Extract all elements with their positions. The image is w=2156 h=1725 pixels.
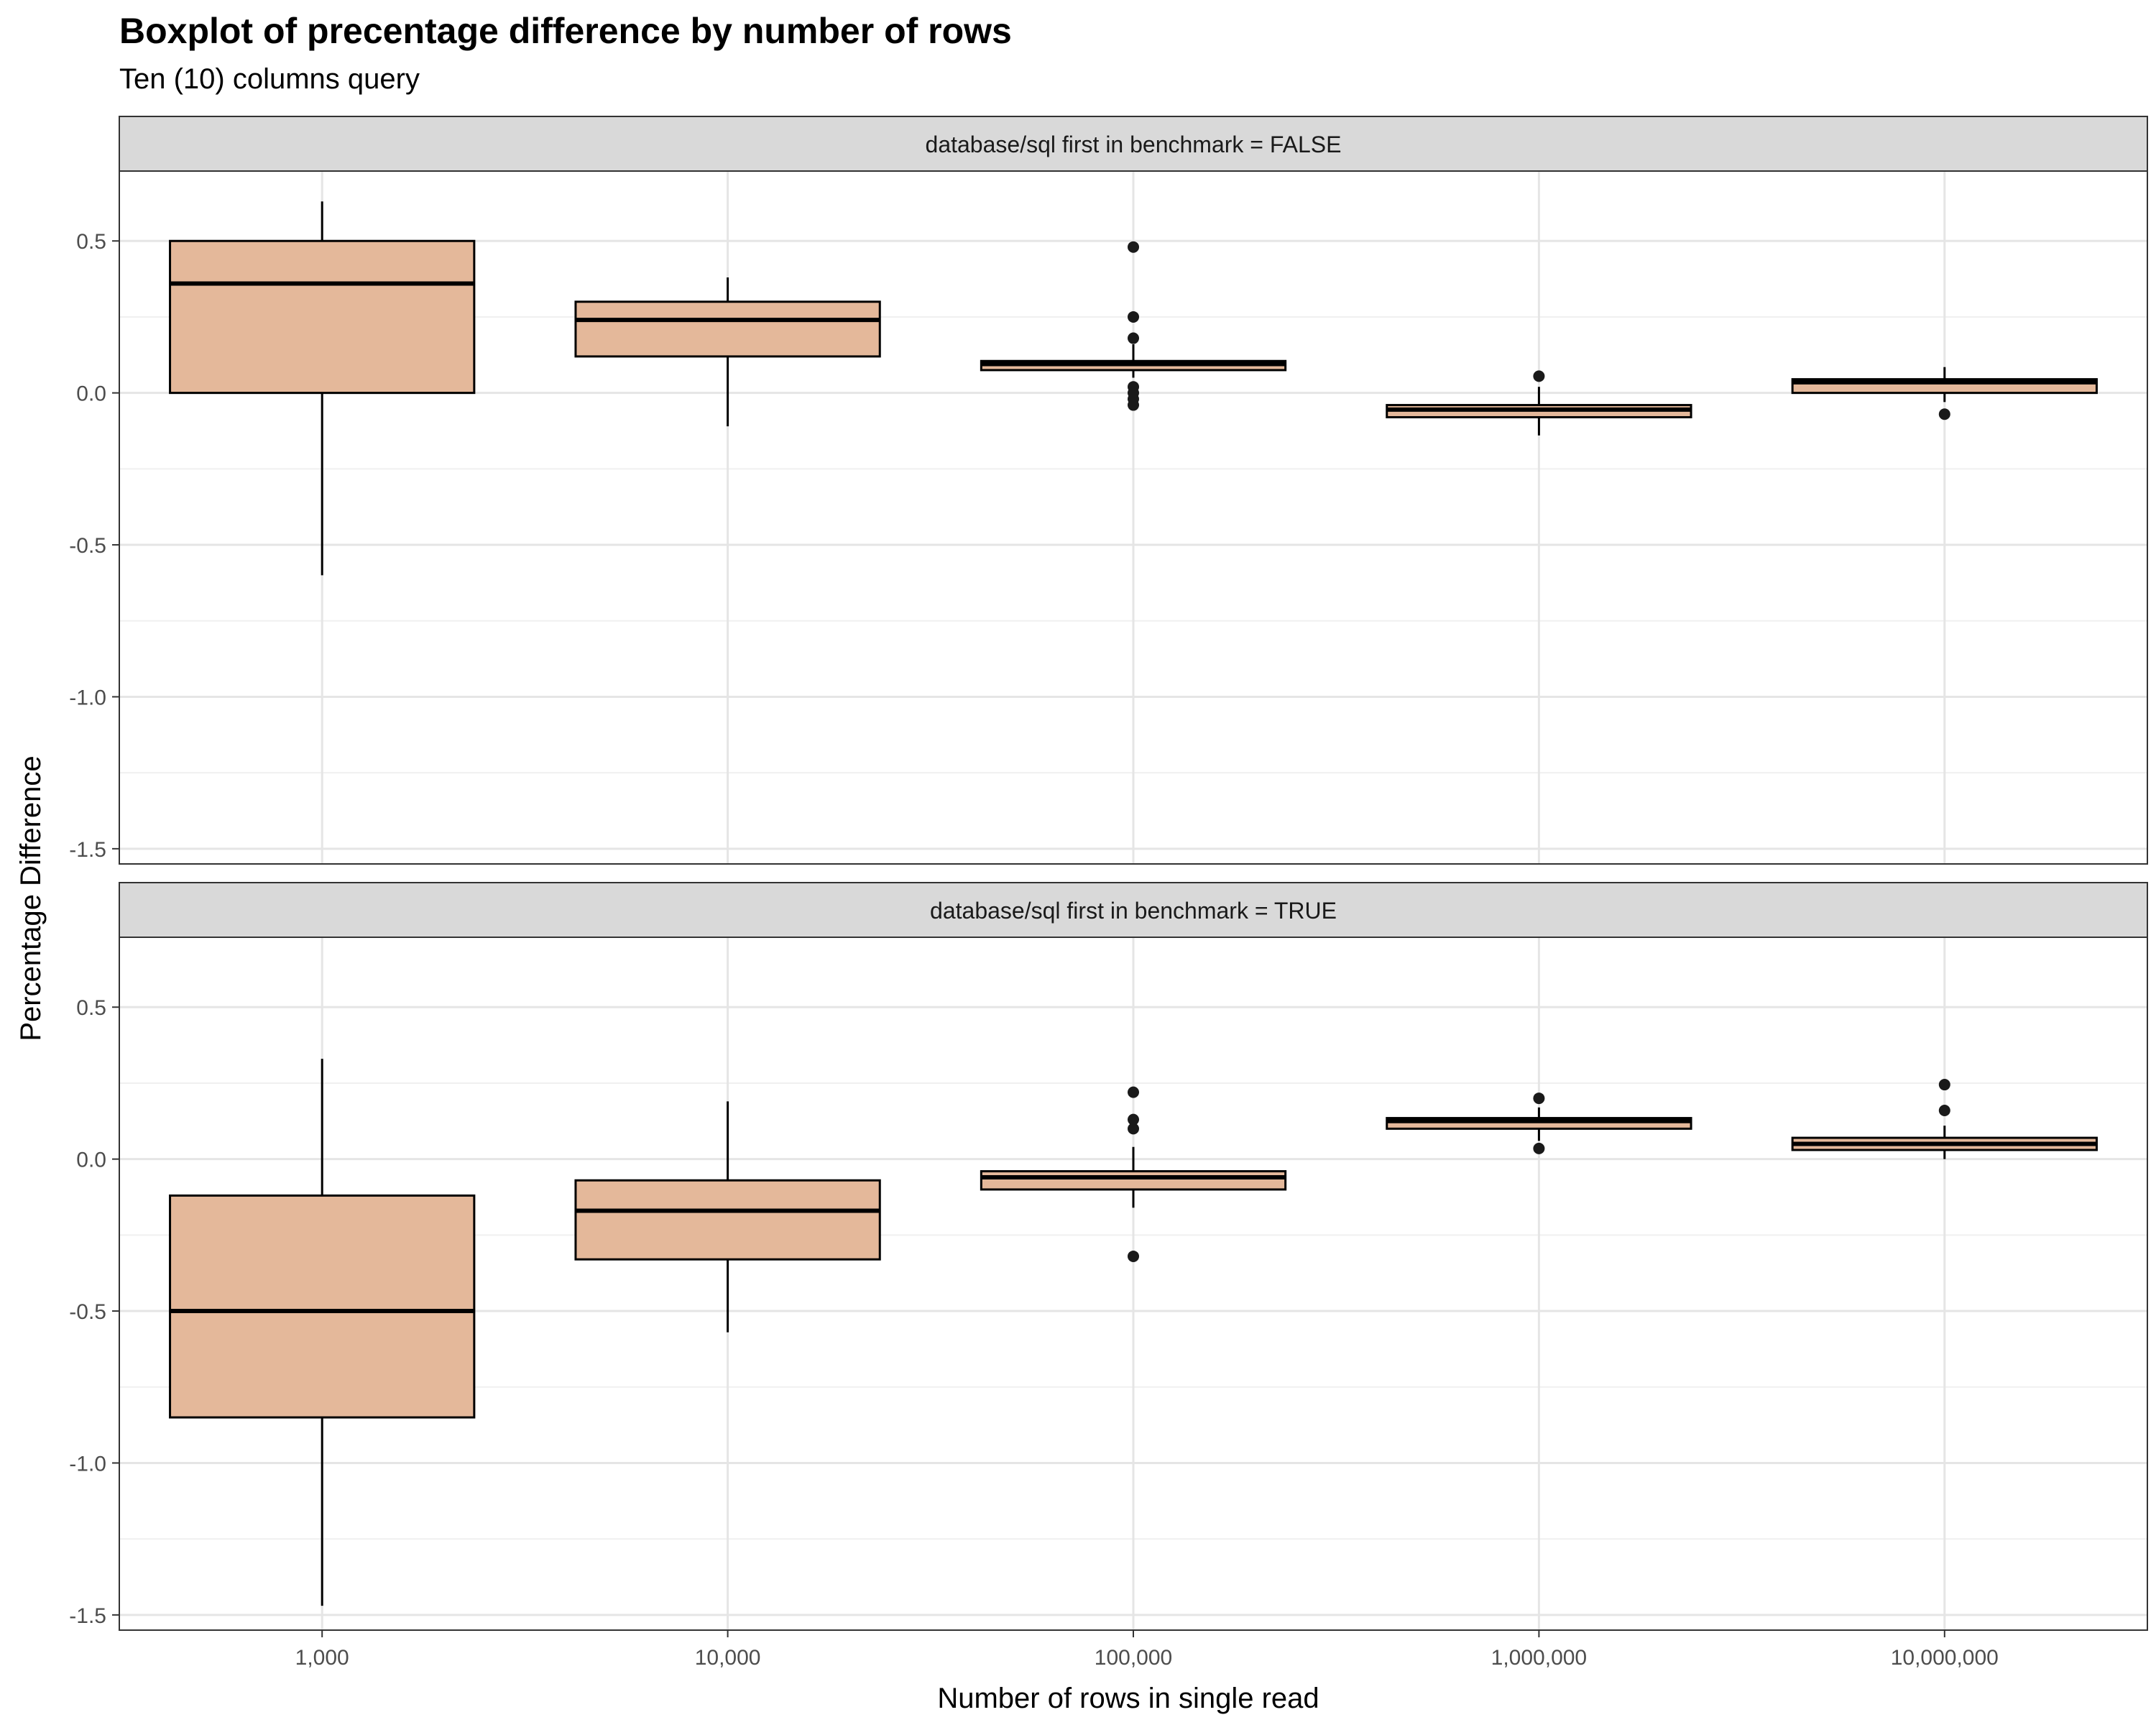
box-1000 (169, 1059, 476, 1606)
y-tick-label: 0.0 (76, 1149, 106, 1172)
facet-panel-2: database/sql first in benchmark = TRUE 0.… (69, 882, 2148, 1631)
box-100000 (980, 241, 1287, 411)
box-10000000 (1791, 1079, 2098, 1159)
outlier-point (1128, 1123, 1139, 1135)
box-iqr (169, 239, 476, 395)
chart-title: Boxplot of precentage difference by numb… (119, 11, 1012, 51)
box-1000 (169, 201, 476, 576)
outlier-point (1128, 332, 1139, 344)
facet-strip (119, 882, 2148, 938)
y-tick-label: -0.5 (69, 1300, 106, 1324)
box-iqr (980, 1170, 1287, 1191)
x-tick-label: 10,000,000 (1891, 1646, 1999, 1670)
box-1000000 (1386, 370, 1692, 436)
outlier-point (1533, 1142, 1545, 1154)
y-tick-label: 0.5 (76, 996, 106, 1020)
outlier-point (1938, 1079, 1950, 1091)
x-tick-label: 10,000 (695, 1646, 761, 1670)
x-tick-label: 1,000 (295, 1646, 349, 1670)
box-10000 (574, 1101, 881, 1333)
outlier-point (1128, 1250, 1139, 1262)
x-tick-label: 1,000,000 (1491, 1646, 1587, 1670)
facet-strip-label: database/sql first in benchmark = TRUE (930, 898, 1337, 924)
outlier-point (1128, 399, 1139, 411)
x-axis-title: Number of rows in single read (937, 1683, 1319, 1714)
panel-border (119, 170, 2148, 865)
y-tick-label: -0.5 (69, 534, 106, 558)
box-100000 (980, 1086, 1287, 1262)
facet-panel-1: database/sql first in benchmark = FALSE 0… (69, 116, 2148, 865)
box-10000 (574, 277, 881, 427)
box-1000000 (1386, 1092, 1692, 1154)
y-tick-label: 0.0 (76, 382, 106, 406)
box-10000000 (1791, 367, 2098, 420)
y-tick-label: 0.5 (76, 230, 106, 254)
outlier-point (1533, 1092, 1545, 1105)
chart-subtitle: Ten (10) columns query (119, 63, 420, 95)
y-tick-label: -1.0 (69, 686, 106, 709)
outlier-point (1128, 1086, 1139, 1098)
box-iqr (574, 300, 881, 358)
outlier-point (1533, 370, 1545, 382)
outlier-point (1938, 1105, 1950, 1116)
y-tick-label: -1.5 (69, 1604, 106, 1628)
y-axis-title: Percentage Difference (15, 755, 47, 1041)
x-tick-label: 100,000 (1095, 1646, 1172, 1670)
y-tick-label: -1.5 (69, 838, 106, 862)
facet-strip-label: database/sql first in benchmark = FALSE (926, 132, 1342, 157)
outlier-point (1128, 1113, 1139, 1126)
box-iqr (169, 1194, 476, 1419)
y-tick-label: -1.0 (69, 1452, 106, 1476)
box-iqr (574, 1179, 881, 1261)
outlier-point (1128, 241, 1139, 253)
outlier-point (1938, 408, 1950, 420)
outlier-point (1128, 310, 1139, 323)
